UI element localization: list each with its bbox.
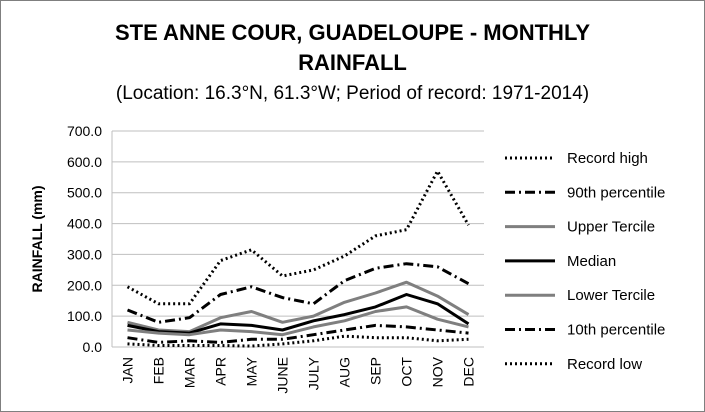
y-tick-label: 400.0 [67,216,102,232]
legend-label: Record high [567,150,648,167]
legend-label: 10th percentile [567,322,665,339]
y-tick-label: 0.0 [83,339,103,355]
x-tick-label: AUG [337,357,353,387]
chart-subtitle: (Location: 16.3°N, 61.3°W; Period of rec… [115,83,590,104]
x-axis-ticks: JAN FEB MAR APR MAY JUNE JULY AUG SEP OCT NOV DEC [120,356,477,393]
y-tick-label: 600.0 [67,154,102,170]
x-tick-label: FEB [151,357,167,384]
y-tick-label: 300.0 [67,246,102,262]
series-line-median [127,293,470,335]
legend: Record high 90th percentile Upper Tercile M… [505,150,665,373]
series-lines [126,169,470,348]
legend-label: Record low [567,356,642,373]
x-tick-label: APR [213,357,229,386]
legend-label: 90th percentile [567,184,665,201]
y-axis-label: RAINFALL (mm) [29,185,45,292]
chart-title-line-1: STE ANNE COUR, GUADELOUPE - MONTHLY [114,20,591,45]
legend-label: Upper Tercile [567,219,655,236]
series-line-10th-percentile [127,323,469,344]
y-tick-label: 700.0 [67,123,102,139]
series-line-record-high [126,169,470,306]
series-line-upper-tercile [127,280,470,334]
x-tick-label: JUNE [275,357,291,394]
series-line-lower-tercile [127,305,469,337]
grid-lines [111,130,484,348]
x-tick-label: DEC [461,357,477,387]
series-line-90th-percentile [126,262,470,324]
x-tick-label: JULY [306,356,322,390]
x-tick-label: MAY [244,356,260,386]
x-tick-label: SEP [368,357,384,385]
y-axis-ticks: 0.0 100.0 200.0 300.0 400.0 500.0 600.0 700.0 [67,123,102,355]
legend-label: Median [567,253,616,270]
x-tick-label: JAN [120,357,136,383]
y-tick-label: 500.0 [67,185,102,201]
x-tick-label: NOV [430,356,446,387]
x-tick-label: OCT [399,357,415,387]
series-line-record-low [127,334,469,348]
y-tick-label: 200.0 [67,277,102,293]
y-tick-label: 100.0 [67,308,102,324]
x-tick-label: MAR [182,357,198,388]
legend-label: Lower Tercile [567,287,655,304]
chart-title-line-2: RAINFALL [298,50,407,75]
